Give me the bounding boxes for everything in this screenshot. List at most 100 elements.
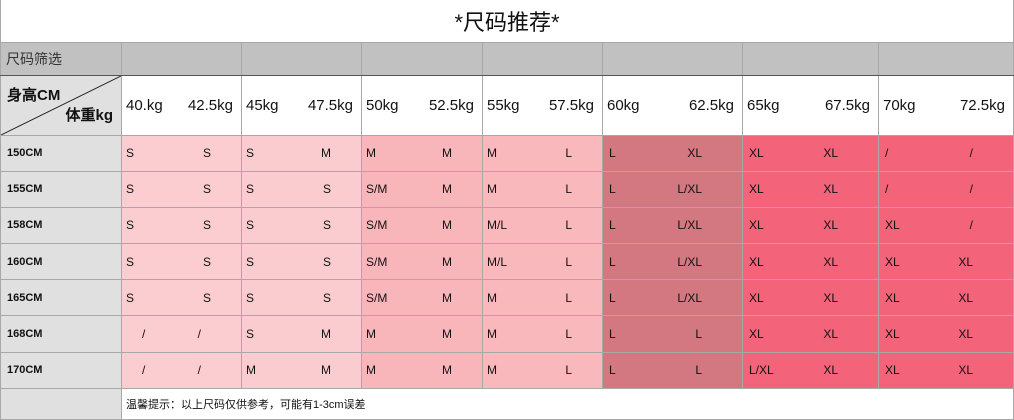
size-value: XL [823,254,838,269]
weight-column-header: 70kg 72.5kg [878,74,1014,136]
size-value: L [609,218,616,233]
size-cell: XL XL [742,279,879,317]
table-row: 150CM S S S M M M M L L XL XL XL / / [0,134,1014,172]
size-cell: XL XL [742,243,879,281]
table-row: 155CM S S S S S/M M M L L L/XL XL XL / / [0,170,1014,208]
corner-header: 身高CM 体重kg [0,74,122,136]
filter-cell[interactable] [361,41,483,76]
size-value: XL [749,327,764,342]
size-value: L [609,290,616,305]
size-cell: M/L L [482,243,603,281]
table-row: 168CM / / S M M M M L L L XL XL XL XL [0,315,1014,353]
size-value: XL [958,290,973,305]
weight-column-header: 45kg 47.5kg [241,74,362,136]
size-value: XL [823,218,838,233]
size-cell: L XL [602,134,743,172]
size-value: M [321,146,331,161]
size-value: S [202,182,211,197]
note-spacer [0,387,122,420]
size-value: M [487,327,497,342]
size-value: XL [749,182,764,197]
size-value: XL [687,146,702,161]
size-cell: / / [878,134,1014,172]
weight-label: 50kg [366,96,399,114]
size-value: M/L [487,254,508,269]
size-value: S [202,290,211,305]
size-value: S [126,218,135,233]
size-value: XL [885,363,900,378]
filter-cell[interactable] [241,41,362,76]
size-value: S [246,290,255,305]
size-value: XL [885,327,900,342]
size-value: S [246,218,255,233]
size-value: M/L [487,218,508,233]
size-value: S [202,146,211,161]
table-row: 158CM S S S S S/M M M/L L L L/XL XL XL XL / [0,206,1014,245]
size-value: L [609,182,616,197]
size-value: L [565,363,572,378]
size-value: XL [749,290,764,305]
filter-cell[interactable] [121,41,242,76]
size-cell: XL XL [742,134,879,172]
size-value: XL [958,327,973,342]
size-value: M [487,146,497,161]
size-value: / [885,146,889,161]
size-value: M [442,327,452,342]
size-value: M [442,182,452,197]
size-value: / [969,146,973,161]
size-value: S [126,182,135,197]
size-value: L/XL [677,182,702,197]
filter-cell[interactable] [742,41,879,76]
size-cell: L L/XL [602,279,743,317]
size-value: M [366,146,376,161]
size-cell: / / [121,351,242,389]
size-value: XL [885,254,900,269]
size-value: M [442,363,452,378]
size-value: M [321,327,331,342]
size-value: L/XL [677,218,702,233]
size-value: S/M [366,290,388,305]
filter-cell[interactable] [482,41,603,76]
size-value: S [202,218,211,233]
filter-cell[interactable] [602,41,743,76]
size-cell: XL XL [878,243,1014,281]
filter-cell[interactable] [878,41,1014,76]
height-label: 160CM [0,243,122,281]
filter-label[interactable]: 尺码筛选 [0,41,122,76]
size-value: S [202,254,211,269]
size-value: M [442,218,452,233]
size-value: L [565,290,572,305]
size-value: XL [823,146,838,161]
weight-label: 57.5kg [548,96,594,114]
size-value: XL [958,363,973,378]
size-value: XL [823,182,838,197]
size-value: S/M [366,254,388,269]
size-value: S [126,254,135,269]
size-cell: XL XL [742,206,879,245]
height-label: 168CM [0,315,122,353]
size-value: L/XL [677,290,702,305]
weight-label: 52.5kg [428,96,474,114]
size-value: M [321,363,331,378]
height-label: 158CM [0,206,122,245]
weight-label: 62.5kg [688,96,734,114]
weight-label: 55kg [487,96,520,114]
size-value: S [322,218,331,233]
size-value: S [246,327,255,342]
size-cell: S/M M [361,206,483,245]
height-axis-label: 身高CM [7,86,61,104]
table-row: 160CM S S S S S/M M M/L L L L/XL XL XL XL XL [0,243,1014,281]
size-cell: XL XL [878,351,1014,389]
size-cell: / / [121,315,242,353]
size-value: L/XL [677,254,702,269]
